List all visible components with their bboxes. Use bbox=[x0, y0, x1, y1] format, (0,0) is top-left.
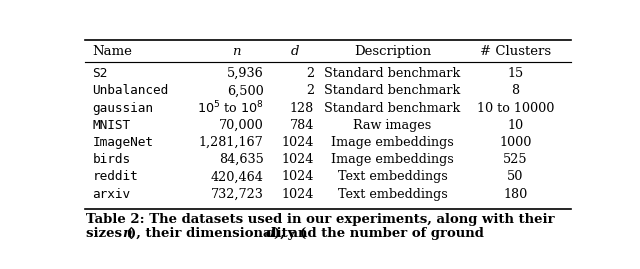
Text: gaussian: gaussian bbox=[92, 102, 154, 115]
Text: 70,000: 70,000 bbox=[219, 119, 264, 132]
Text: Standard benchmark: Standard benchmark bbox=[324, 84, 461, 97]
Text: Description: Description bbox=[354, 45, 431, 58]
Text: MNIST: MNIST bbox=[92, 119, 131, 132]
Text: 8: 8 bbox=[511, 84, 520, 97]
Text: 525: 525 bbox=[503, 153, 528, 166]
Text: sizes (: sizes ( bbox=[86, 227, 133, 240]
Text: Text embeddings: Text embeddings bbox=[338, 187, 447, 201]
Text: 1024: 1024 bbox=[282, 136, 314, 149]
Text: d: d bbox=[291, 45, 299, 58]
Text: 180: 180 bbox=[504, 187, 527, 201]
Text: 50: 50 bbox=[508, 170, 524, 183]
Text: birds: birds bbox=[92, 153, 131, 166]
Text: ), their dimensionality (: ), their dimensionality ( bbox=[130, 227, 306, 240]
Text: d: d bbox=[266, 227, 276, 240]
Text: 6,500: 6,500 bbox=[227, 84, 264, 97]
Text: 15: 15 bbox=[508, 67, 524, 80]
Text: ), and the number of ground: ), and the number of ground bbox=[273, 227, 483, 240]
Text: 84,635: 84,635 bbox=[219, 153, 264, 166]
Text: Standard benchmark: Standard benchmark bbox=[324, 102, 461, 115]
Text: Unbalanced: Unbalanced bbox=[92, 84, 169, 97]
Text: 1024: 1024 bbox=[282, 170, 314, 183]
Text: 1000: 1000 bbox=[499, 136, 532, 149]
Text: 2: 2 bbox=[306, 67, 314, 80]
Text: Table 2: The datasets used in our experiments, along with their: Table 2: The datasets used in our experi… bbox=[86, 213, 555, 226]
Text: 5,936: 5,936 bbox=[227, 67, 264, 80]
Text: ImageNet: ImageNet bbox=[92, 136, 154, 149]
Text: # Clusters: # Clusters bbox=[480, 45, 551, 58]
Text: 2: 2 bbox=[306, 84, 314, 97]
Text: Text embeddings: Text embeddings bbox=[338, 170, 447, 183]
Text: Image embeddings: Image embeddings bbox=[331, 153, 454, 166]
Text: S2: S2 bbox=[92, 67, 108, 80]
Text: 10: 10 bbox=[508, 119, 524, 132]
Text: Image embeddings: Image embeddings bbox=[331, 136, 454, 149]
Text: 732,723: 732,723 bbox=[211, 187, 264, 201]
Text: n: n bbox=[232, 45, 241, 58]
Text: 10 to 10000: 10 to 10000 bbox=[477, 102, 554, 115]
Text: 784: 784 bbox=[290, 119, 314, 132]
Text: arxiv: arxiv bbox=[92, 187, 131, 201]
Text: Standard benchmark: Standard benchmark bbox=[324, 67, 461, 80]
Text: Raw images: Raw images bbox=[353, 119, 431, 132]
Text: 420,464: 420,464 bbox=[211, 170, 264, 183]
Text: n: n bbox=[122, 227, 132, 240]
Text: 1,281,167: 1,281,167 bbox=[199, 136, 264, 149]
Text: reddit: reddit bbox=[92, 170, 138, 183]
Text: 128: 128 bbox=[290, 102, 314, 115]
Text: $10^5$ to $10^8$: $10^5$ to $10^8$ bbox=[196, 100, 264, 116]
Text: Name: Name bbox=[92, 45, 132, 58]
Text: 1024: 1024 bbox=[282, 187, 314, 201]
Text: 1024: 1024 bbox=[282, 153, 314, 166]
